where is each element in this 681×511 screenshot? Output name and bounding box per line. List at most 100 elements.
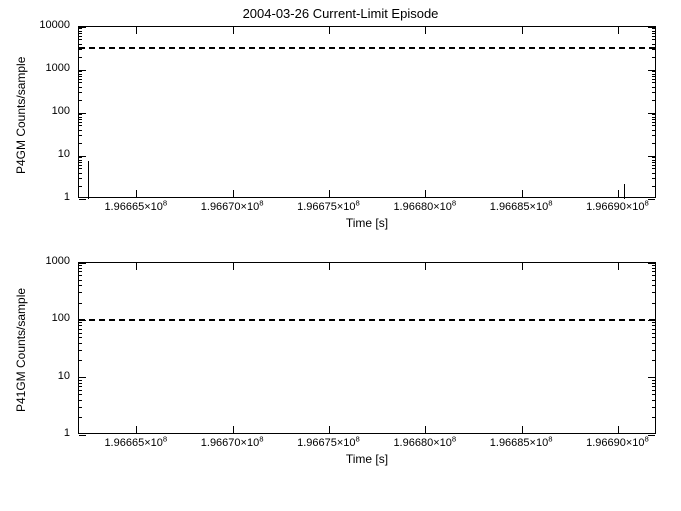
xtick: [136, 426, 137, 433]
ytick-minor: [79, 329, 82, 330]
ytick-minor: [652, 337, 655, 338]
ytick-minor: [652, 39, 655, 40]
ytick-minor: [79, 160, 82, 161]
ytick-minor: [652, 343, 655, 344]
ytick-minor: [79, 271, 82, 272]
ytick-minor: [652, 135, 655, 136]
ytick: [79, 156, 86, 157]
data-feature: [88, 161, 89, 199]
ytick-label: 1000: [46, 255, 70, 267]
ytick-minor: [652, 186, 655, 187]
ytick-minor: [79, 31, 82, 32]
ytick-minor: [79, 122, 82, 123]
ytick-minor: [79, 114, 82, 115]
ytick-minor: [79, 125, 82, 126]
ytick-minor: [652, 303, 655, 304]
xtick: [618, 426, 619, 433]
xtick-label: 1.96670×108: [187, 437, 277, 449]
ytick-minor: [79, 168, 82, 169]
ytick-minor: [79, 280, 82, 281]
ytick-minor: [79, 343, 82, 344]
ytick-minor: [79, 350, 82, 351]
ytick-minor: [652, 165, 655, 166]
ytick: [79, 263, 86, 264]
ytick-minor: [652, 57, 655, 58]
xtick: [136, 190, 137, 197]
ytick-minor: [652, 49, 655, 50]
ytick-minor: [652, 271, 655, 272]
ytick-minor: [652, 114, 655, 115]
ytick-minor: [652, 125, 655, 126]
ytick-minor: [79, 333, 82, 334]
panel2-ytick-labels: 1101001000: [0, 262, 74, 434]
panel2-reference-line: [79, 319, 655, 321]
ytick-minor: [79, 178, 82, 179]
xtick-label: 1.96680×108: [380, 201, 470, 213]
xtick: [233, 190, 234, 197]
xtick-label: 1.96685×108: [476, 437, 566, 449]
ytick-minor: [79, 76, 82, 77]
ytick-minor: [652, 292, 655, 293]
xtick-label: 1.96680×108: [380, 437, 470, 449]
ytick-minor: [79, 36, 82, 37]
ytick-minor: [652, 350, 655, 351]
ytick-minor: [79, 265, 82, 266]
ytick-minor: [652, 178, 655, 179]
ytick-minor: [79, 130, 82, 131]
xtick-label: 1.96675×108: [283, 201, 373, 213]
ytick-minor: [652, 31, 655, 32]
ytick-label: 100: [52, 312, 70, 324]
xtick: [522, 263, 523, 270]
xtick: [425, 263, 426, 270]
ytick-minor: [652, 79, 655, 80]
ytick-minor: [652, 168, 655, 169]
ytick-minor: [79, 275, 82, 276]
ytick-minor: [79, 143, 82, 144]
ytick-minor: [652, 28, 655, 29]
ytick-minor: [652, 157, 655, 158]
ytick-minor: [79, 173, 82, 174]
ytick-minor: [79, 135, 82, 136]
xtick: [618, 263, 619, 270]
ytick-minor: [652, 143, 655, 144]
ytick-minor: [79, 386, 82, 387]
ytick-minor: [652, 360, 655, 361]
ytick-minor: [79, 33, 82, 34]
ytick-minor: [79, 400, 82, 401]
ytick-minor: [652, 390, 655, 391]
ytick-label: 1000: [46, 62, 70, 74]
ytick-minor: [652, 386, 655, 387]
ytick-minor: [652, 117, 655, 118]
ytick-minor: [652, 275, 655, 276]
xtick: [329, 426, 330, 433]
ytick: [79, 320, 86, 321]
ytick-minor: [79, 383, 82, 384]
ytick-minor: [79, 157, 82, 158]
ytick-minor: [79, 162, 82, 163]
ytick-minor: [79, 165, 82, 166]
figure-container: 2004-03-26 Current-Limit Episode P4GM Co…: [0, 0, 681, 511]
ytick-minor: [79, 303, 82, 304]
ytick-minor: [79, 285, 82, 286]
xtick: [618, 190, 619, 197]
xtick: [329, 27, 330, 34]
xtick: [233, 263, 234, 270]
ytick-minor: [79, 292, 82, 293]
ytick-minor: [652, 380, 655, 381]
ytick-label: 10: [58, 148, 70, 160]
ytick-minor: [79, 390, 82, 391]
ytick-minor: [79, 380, 82, 381]
ytick-minor: [79, 82, 82, 83]
xtick: [425, 426, 426, 433]
ytick-minor: [652, 92, 655, 93]
ytick-minor: [79, 417, 82, 418]
ytick-minor: [79, 394, 82, 395]
panel2-xlabel: Time [s]: [78, 452, 656, 466]
xtick: [618, 27, 619, 34]
panel1-ytick-labels: 110100100010000: [0, 26, 74, 198]
xtick-label: 1.96665×108: [91, 437, 181, 449]
xtick: [425, 190, 426, 197]
ytick-minor: [652, 394, 655, 395]
data-feature: [624, 184, 625, 199]
ytick-minor: [652, 407, 655, 408]
